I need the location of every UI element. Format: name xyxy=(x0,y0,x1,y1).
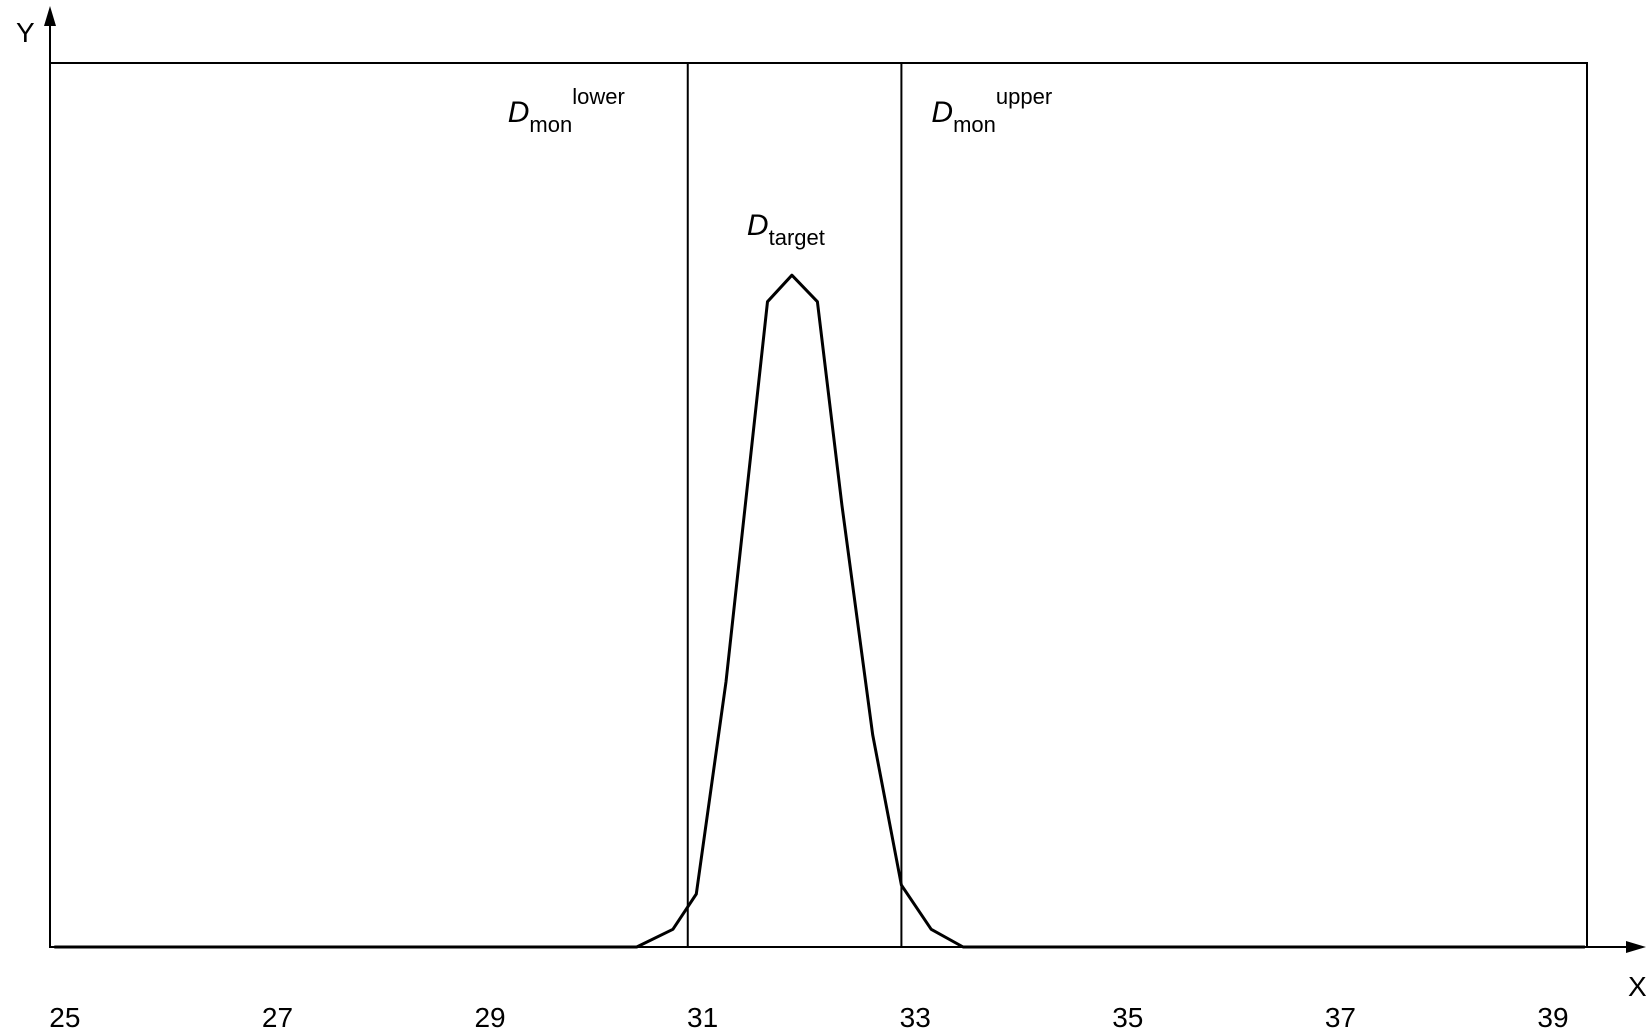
x-tick-label: 37 xyxy=(1325,1002,1356,1032)
x-tick-label: 31 xyxy=(687,1002,718,1032)
label-main: D xyxy=(931,96,953,129)
x-axis-arrow xyxy=(1626,941,1646,953)
plot-frame xyxy=(49,62,1588,948)
y-axis-arrow xyxy=(44,6,56,26)
x-tick-label: 29 xyxy=(474,1002,505,1032)
x-tick-label: 27 xyxy=(262,1002,293,1032)
label-sub: mon xyxy=(953,112,996,137)
threshold-label: Dmonlower xyxy=(508,84,625,137)
label-main: D xyxy=(508,96,530,129)
label-sub: mon xyxy=(529,112,572,137)
x-tick-label: 39 xyxy=(1537,1002,1568,1032)
label-sup: upper xyxy=(996,84,1052,109)
label-sub: target xyxy=(769,225,825,250)
peak-label: Dtarget xyxy=(747,209,825,250)
x-axis-label: X xyxy=(1628,971,1647,1002)
label-sup: lower xyxy=(572,84,625,109)
threshold-label: Dmonupper xyxy=(931,84,1052,137)
y-axis-label: Y xyxy=(16,17,35,48)
x-tick-label: 35 xyxy=(1112,1002,1143,1032)
x-tick-label: 25 xyxy=(49,1002,80,1032)
curve xyxy=(54,273,1585,949)
label-main: D xyxy=(747,209,769,242)
x-tick-label: 33 xyxy=(900,1002,931,1032)
